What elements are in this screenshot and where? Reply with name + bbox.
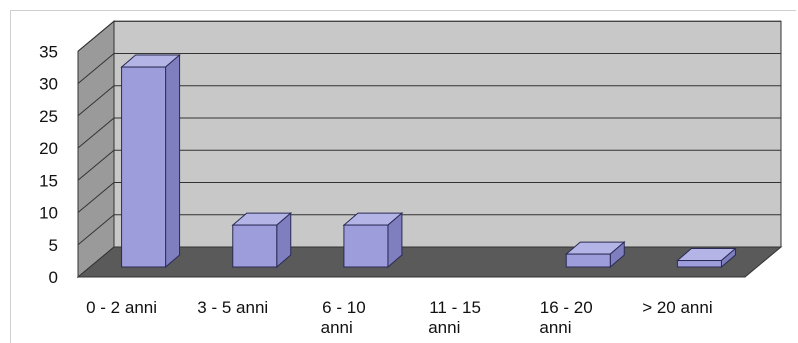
gridline [77, 53, 781, 84]
bar [231, 211, 293, 269]
back-wall [113, 20, 782, 248]
x-tick-label: > 20 anni [642, 298, 712, 317]
gridlines [77, 20, 781, 246]
y-tick-label: 25 [39, 107, 58, 126]
bar-front [121, 66, 167, 268]
bar [676, 247, 737, 269]
bar-front [565, 253, 611, 268]
bars [120, 53, 737, 269]
bar [342, 211, 404, 269]
y-tick-label: 0 [49, 268, 58, 287]
gridline [77, 149, 781, 181]
y-tick-label: 35 [39, 42, 58, 61]
x-tick-label: 16 - 20 anni [539, 298, 592, 337]
bar-side [165, 53, 181, 269]
y-tick-label: 20 [39, 139, 58, 158]
x-tick-label: 6 - 10 anni [321, 298, 366, 337]
chart-walls [77, 20, 782, 279]
gridline [77, 182, 781, 213]
bar-front [232, 224, 278, 268]
x-tick-label: 11 - 15 anni [428, 298, 481, 337]
side-wall [77, 20, 115, 279]
x-tick-label: 0 - 2 anni [86, 298, 157, 317]
y-tick-label: 5 [49, 236, 58, 255]
bar [120, 53, 181, 269]
x-axis-labels: 0 - 2 anni 3 - 5 anni 6 - 10 anni 11 - 15 ann… [86, 298, 712, 337]
y-axis-ticks: 0 5 10 15 20 25 30 35 [39, 42, 58, 287]
chart-frame [10, 10, 796, 343]
bar-front [676, 260, 722, 268]
bar-front [343, 224, 389, 268]
gridline [77, 214, 781, 246]
gridline [77, 20, 781, 52]
x-tick-label: 3 - 5 anni [197, 298, 268, 317]
gridline [77, 117, 781, 149]
y-tick-label: 15 [39, 171, 58, 190]
y-tick-label: 10 [39, 204, 58, 223]
floor [76, 246, 783, 278]
y-tick-label: 30 [39, 75, 58, 94]
chart-floor [76, 246, 783, 278]
bar [564, 241, 626, 269]
gridline [77, 85, 781, 117]
